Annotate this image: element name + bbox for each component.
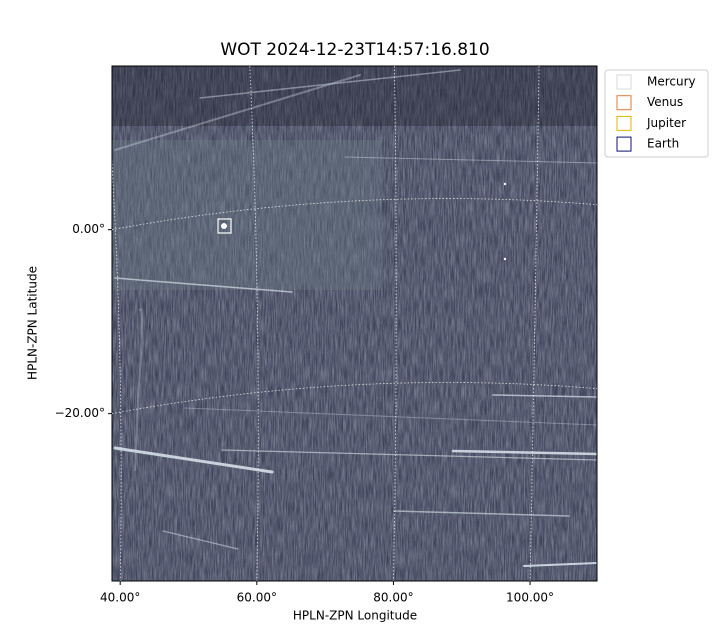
legend xyxy=(604,69,709,158)
legend-swatch xyxy=(616,74,632,90)
legend-label: Venus xyxy=(647,95,683,109)
y-tick-label: 0.00° xyxy=(72,222,105,236)
grid-line xyxy=(529,66,540,581)
grid-line xyxy=(112,382,597,415)
x-tick-label: 100.00° xyxy=(506,591,554,605)
legend-swatch xyxy=(616,95,632,111)
x-axis-label: HPLN-ZPN Longitude xyxy=(293,609,417,623)
legend-swatch xyxy=(616,115,632,131)
y-tick-label: −20.00° xyxy=(55,406,105,420)
y-axis-label: HPLN-ZPN Latitude xyxy=(26,266,40,380)
plot-frame xyxy=(111,65,598,582)
legend-label: Mercury xyxy=(647,75,696,89)
x-tick-label: 40.00° xyxy=(100,591,140,605)
chart-title: WOT 2024-12-23T14:57:16.810 xyxy=(220,40,489,60)
legend-label: Earth xyxy=(647,137,679,151)
image xyxy=(112,66,597,581)
legend-label: Jupiter xyxy=(646,116,686,130)
grid-line xyxy=(249,66,259,581)
grid-line xyxy=(393,66,397,581)
legend-swatch xyxy=(616,136,632,152)
grid-line xyxy=(112,159,122,581)
x-tick-label: 60.00° xyxy=(237,591,277,605)
x-tick-label: 80.00° xyxy=(373,591,413,605)
earth-marker xyxy=(217,218,232,234)
grid-line xyxy=(112,198,597,231)
